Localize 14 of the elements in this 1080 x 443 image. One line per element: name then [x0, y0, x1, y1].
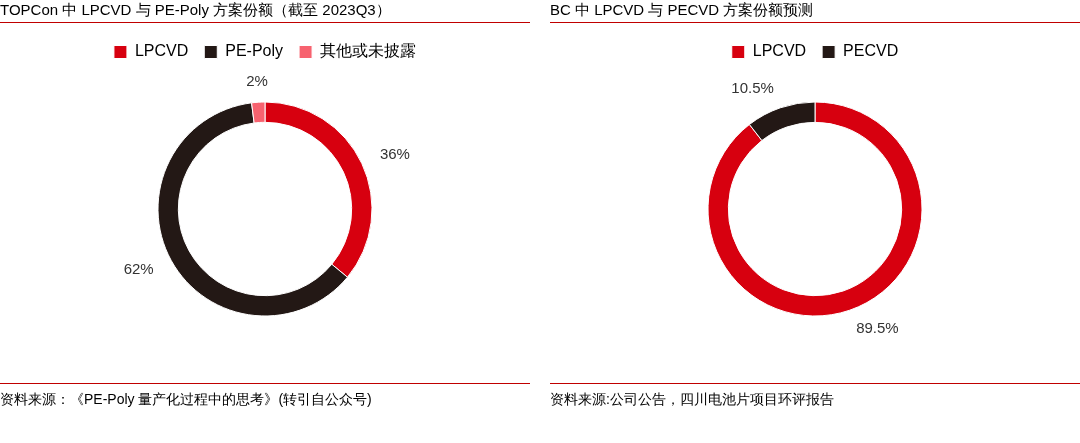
legend-label: LPCVD — [134, 42, 189, 60]
data-label: 89.5% — [856, 319, 899, 337]
data-label: 36% — [379, 145, 410, 163]
legend-label: 其他或未披露 — [320, 42, 417, 60]
text: 资料来源:公司公告，四川电池片项目环评报告 — [550, 383, 1080, 410]
legend-label: PECVD — [843, 42, 899, 60]
legend-label: LPCVD — [752, 42, 807, 60]
data-label: 62% — [123, 260, 154, 278]
text: 资料来源：《PE-Poly 量产化过程中的思考》(转引自公众号) — [0, 383, 530, 410]
chart-title: TOPCon 中 LPCVD 与 PE-Poly 方案份额（截至 2023Q3） — [0, 0, 530, 23]
legend-label: PE-Poly — [225, 42, 284, 60]
data-label: 10.5% — [731, 78, 774, 96]
data-label: 2% — [246, 72, 268, 90]
chart-title: BC 中 LPCVD 与 PECVD 方案份额预测 — [550, 0, 1080, 23]
